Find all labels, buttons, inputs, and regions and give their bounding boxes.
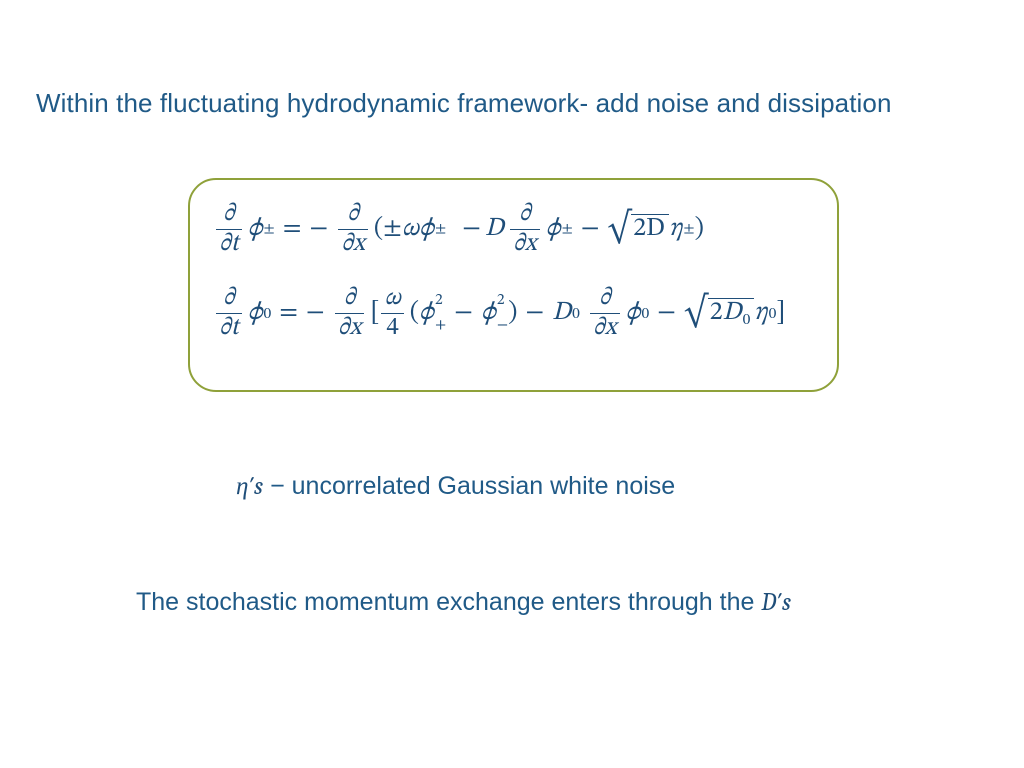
D0: D 0	[552, 297, 580, 330]
close-paren: )	[695, 213, 704, 246]
slide: Within the fluctuating hydrodynamic fram…	[0, 0, 1024, 768]
caption2-text: The stochastic momentum exchange enters …	[136, 588, 761, 616]
ddt-num: ∂	[220, 202, 238, 227]
minus-3: −	[581, 213, 600, 246]
dash: −	[270, 472, 285, 500]
equals: =	[283, 213, 302, 246]
ddx-fraction: ∂ ∂x	[335, 286, 365, 340]
ddx-fraction-2: ∂ ∂x	[510, 202, 540, 256]
minus: −	[310, 213, 329, 246]
sqrt-2D0: √ 2D0	[684, 298, 754, 329]
open-paren: (	[410, 297, 419, 330]
minus-4: −	[525, 297, 544, 330]
sqrt-2D: √ 2D	[608, 214, 670, 244]
ddx-fraction: ∂ ∂x	[338, 202, 368, 256]
minus-mid: −	[454, 297, 473, 330]
omega-over-4: ω 4	[381, 286, 403, 340]
minus-2: −	[462, 213, 481, 246]
close-paren: )	[508, 297, 517, 330]
slide-title: Within the fluctuating hydrodynamic fram…	[36, 88, 892, 119]
close-bracket: ]	[776, 297, 785, 330]
phi-pm: ϕ ±	[248, 213, 275, 246]
minus: −	[306, 297, 325, 330]
D: D	[485, 213, 504, 246]
ddt-fraction: ∂ ∂t	[216, 286, 242, 340]
phi-pm-3: ϕ ±	[546, 213, 573, 246]
s: s	[782, 588, 791, 617]
phi-plus-sq: ϕ 2 +	[419, 297, 446, 330]
open-paren: (	[374, 213, 383, 246]
eta-pm: η ±	[669, 213, 695, 246]
equation-2: ∂ ∂t ϕ 0 = − ∂ ∂x [ ω	[214, 286, 813, 340]
pm: ±	[383, 213, 402, 246]
equation-1: ∂ ∂t ϕ ± = − ∂ ∂x ( ± ω ϕ	[214, 202, 813, 256]
D-symbol: D	[761, 588, 776, 617]
minus-5: −	[657, 297, 676, 330]
eta-0: η 0	[754, 297, 776, 330]
phi-minus-sq: ϕ 2 −	[481, 297, 508, 330]
momentum-caption: The stochastic momentum exchange enters …	[136, 588, 791, 617]
noise-text: uncorrelated Gaussian white noise	[285, 472, 676, 500]
phi-0: ϕ 0	[248, 297, 272, 330]
phi-pm-2: ϕ ±	[419, 213, 446, 246]
ddt-fraction: ∂ ∂t	[216, 202, 242, 256]
phi-0-2: ϕ 0	[626, 297, 650, 330]
equation-box: ∂ ∂t ϕ ± = − ∂ ∂x ( ± ω ϕ	[188, 178, 839, 392]
s: s	[254, 472, 263, 501]
eta-symbol: η	[236, 472, 248, 501]
ddt-den: ∂t	[216, 232, 242, 257]
ddx-fraction-2: ∂ ∂x	[590, 286, 620, 340]
noise-caption: η′s − uncorrelated Gaussian white noise	[236, 472, 675, 501]
open-bracket: [	[370, 297, 379, 330]
omega: ω	[402, 213, 419, 246]
equals: =	[279, 297, 298, 330]
